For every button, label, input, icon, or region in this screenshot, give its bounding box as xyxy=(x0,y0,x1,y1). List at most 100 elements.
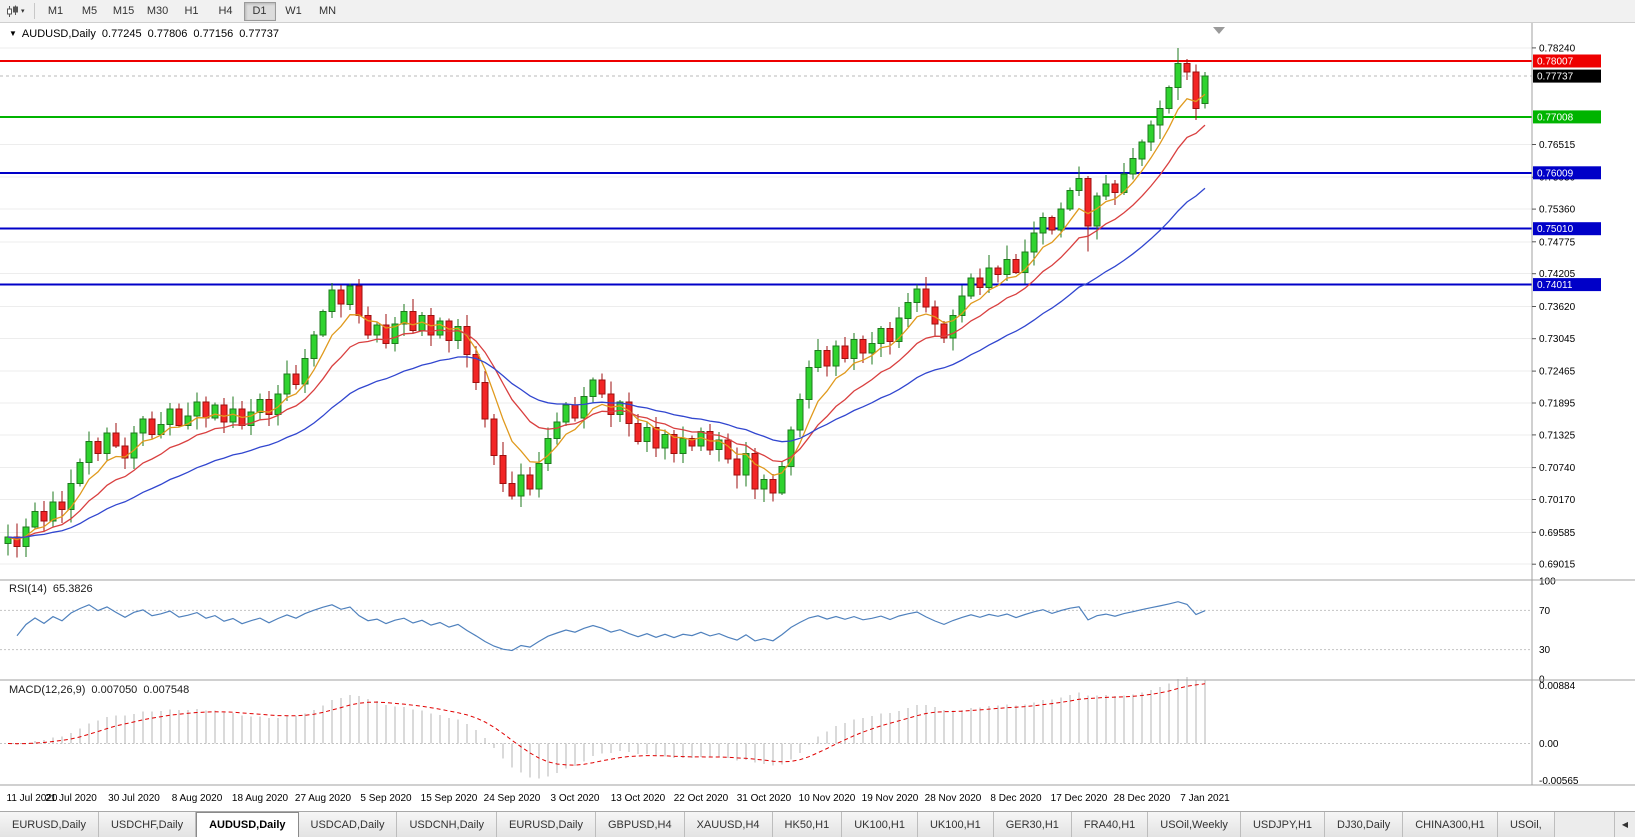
price-level-flag[interactable]: 0.76009 xyxy=(1533,166,1601,180)
candlesticks xyxy=(4,47,1209,558)
svg-text:0.00884: 0.00884 xyxy=(1539,681,1576,692)
timeframe-button-h1[interactable]: H1 xyxy=(184,5,199,17)
svg-text:0.00: 0.00 xyxy=(1539,739,1559,750)
svg-text:24 Sep 2020: 24 Sep 2020 xyxy=(484,793,541,804)
moving-average-lines xyxy=(7,93,1206,541)
tab-scroll-left-icon[interactable]: ◀ xyxy=(1614,812,1635,837)
price-level-flag[interactable]: 0.77008 xyxy=(1533,110,1601,124)
slow-ma-line xyxy=(7,187,1206,539)
toolbar-separator xyxy=(33,3,35,19)
chart-tabs-bar: EURUSD,Daily USDCHF,Daily AUDUSD,Daily USDC… xyxy=(0,811,1635,837)
svg-text:-0.00565: -0.00565 xyxy=(1539,776,1579,787)
svg-text:30 Jul 2020: 30 Jul 2020 xyxy=(108,793,160,804)
svg-text:17 Dec 2020: 17 Dec 2020 xyxy=(1051,793,1108,804)
candlestick-chart-icon xyxy=(7,5,18,17)
svg-text:13 Oct 2020: 13 Oct 2020 xyxy=(611,793,666,804)
svg-text:0.72465: 0.72465 xyxy=(1539,367,1576,378)
svg-text:0.70740: 0.70740 xyxy=(1539,463,1576,474)
chart-tab-usdchf-daily[interactable]: USDCHF,Daily xyxy=(98,812,197,837)
svg-text:0.75360: 0.75360 xyxy=(1539,205,1576,216)
dropdown-caret-icon: ▾ xyxy=(21,8,25,15)
panel-separators[interactable] xyxy=(0,23,1635,786)
timeframe-button-m15[interactable]: M15 xyxy=(112,5,135,17)
quote-close: 0.77737 xyxy=(239,28,279,40)
chart-tab-hk50-h1[interactable]: HK50,H1 xyxy=(772,812,843,837)
quote-high: 0.77806 xyxy=(147,28,188,40)
horizontal-level-lines[interactable] xyxy=(0,60,1532,286)
macd-signal-line xyxy=(7,683,1206,766)
timeframe-button-w1[interactable]: W1 xyxy=(285,5,302,17)
svg-text:28 Dec 2020: 28 Dec 2020 xyxy=(1114,793,1171,804)
chart-tab-fra40-h1[interactable]: FRA40,H1 xyxy=(1071,812,1149,837)
chart-tab-usdjpy-h1[interactable]: USDJPY,H1 xyxy=(1240,812,1326,837)
svg-text:8 Dec 2020: 8 Dec 2020 xyxy=(990,793,1042,804)
svg-text:0.69015: 0.69015 xyxy=(1539,560,1576,571)
chart-tab-usoil[interactable]: USOil, xyxy=(1497,812,1555,837)
macd-panel: 0.00884 0.00 -0.00565 xyxy=(0,676,1579,787)
svg-text:0.77008: 0.77008 xyxy=(1537,112,1574,123)
svg-text:11 Jul 2020: 11 Jul 2020 xyxy=(7,793,58,804)
svg-text:0.73045: 0.73045 xyxy=(1539,334,1576,345)
svg-text:19 Nov 2020: 19 Nov 2020 xyxy=(862,793,919,804)
rsi-name: RSI(14) xyxy=(9,583,47,595)
timeframe-button-m30[interactable]: M30 xyxy=(146,5,169,17)
timeframe-buttons: M1 M5 M15 M30 H1 H4 D1 W1 MN xyxy=(39,1,345,21)
svg-text:0.69585: 0.69585 xyxy=(1539,528,1576,539)
macd-name: MACD(12,26,9) xyxy=(9,684,86,696)
svg-text:0.77737: 0.77737 xyxy=(1537,72,1574,83)
svg-text:27 Aug 2020: 27 Aug 2020 xyxy=(295,793,352,804)
chart-type-button[interactable]: ▾ xyxy=(3,4,28,19)
symbol-period-label: AUDUSD,Daily xyxy=(21,28,96,40)
timeframe-button-h4[interactable]: H4 xyxy=(218,5,233,17)
chart-tab-xauusd-h4[interactable]: XAUUSD,H4 xyxy=(684,812,773,837)
svg-text:30: 30 xyxy=(1539,645,1551,656)
chart-tab-usoil-weekly[interactable]: USOil,Weekly xyxy=(1148,812,1241,837)
chart-title-overlay: ▼ AUDUSD,Daily 0.77245 0.77806 0.77156 0… xyxy=(9,28,279,40)
svg-text:18 Aug 2020: 18 Aug 2020 xyxy=(232,793,289,804)
quote-low: 0.77156 xyxy=(193,28,234,40)
svg-text:0.70170: 0.70170 xyxy=(1539,495,1576,506)
chart-tab-dj30-daily[interactable]: DJ30,Daily xyxy=(1325,812,1404,837)
fast-ma-line xyxy=(7,93,1206,541)
svg-text:5 Sep 2020: 5 Sep 2020 xyxy=(360,793,412,804)
chart-tab-uk100-h1[interactable]: UK100,H1 xyxy=(842,812,918,837)
chart-window[interactable]: 100 70 30 0 0.00884 0.00 -0.00565 11 Jul 2020 2… xyxy=(0,23,1635,811)
chart-tab-usdcad-daily[interactable]: USDCAD,Daily xyxy=(298,812,398,837)
svg-text:0.71895: 0.71895 xyxy=(1539,399,1576,410)
svg-text:0.75010: 0.75010 xyxy=(1537,224,1574,235)
timeframe-button-m5[interactable]: M5 xyxy=(81,5,98,17)
timeframe-button-d1[interactable]: D1 xyxy=(243,1,276,21)
chart-tab-eurusd-daily[interactable]: EURUSD,Daily xyxy=(0,812,99,837)
chart-tab-usdcnh-daily[interactable]: USDCNH,Daily xyxy=(397,812,498,837)
price-level-flag[interactable]: 0.74011 xyxy=(1533,278,1601,292)
timeframe-button-mn[interactable]: MN xyxy=(318,5,337,17)
svg-text:0.76009: 0.76009 xyxy=(1537,168,1574,179)
chart-tab-ger30-h1[interactable]: GER30,H1 xyxy=(993,812,1072,837)
chart-tab-audusd-daily[interactable]: AUDUSD,Daily xyxy=(196,812,299,837)
svg-text:0.78240: 0.78240 xyxy=(1539,43,1576,54)
collapse-triangle-icon[interactable]: ▼ xyxy=(9,29,17,38)
chart-tab-eurusd-daily[interactable]: EURUSD,Daily xyxy=(497,812,596,837)
chart-tab-china300-h1[interactable]: CHINA300,H1 xyxy=(1403,812,1498,837)
chart-tab-gbpusd-h4[interactable]: GBPUSD,H4 xyxy=(596,812,685,837)
timeframe-button-m1[interactable]: M1 xyxy=(47,5,64,17)
price-level-flag[interactable]: 0.78007 xyxy=(1533,54,1601,68)
svg-text:0.74011: 0.74011 xyxy=(1537,280,1573,291)
macd-label: MACD(12,26,9) 0.007050 0.007548 xyxy=(9,684,189,696)
macd-main-value: 0.007050 xyxy=(91,684,138,696)
quote-open: 0.77245 xyxy=(101,28,142,40)
svg-text:31 Oct 2020: 31 Oct 2020 xyxy=(737,793,792,804)
current-price-flag: 0.77737 xyxy=(1533,69,1601,83)
timeframe-toolbar: ▾ M1 M5 M15 M30 H1 H4 D1 W1 MN xyxy=(0,0,1635,23)
svg-text:100: 100 xyxy=(1539,577,1556,588)
price-level-flag[interactable]: 0.75010 xyxy=(1533,222,1601,236)
svg-text:70: 70 xyxy=(1539,606,1551,617)
chart-tab-uk100-h1[interactable]: UK100,H1 xyxy=(917,812,994,837)
medium-ma-line xyxy=(7,124,1206,540)
svg-text:15 Sep 2020: 15 Sep 2020 xyxy=(421,793,478,804)
chart-shift-marker[interactable] xyxy=(1213,27,1225,34)
price-grid xyxy=(0,47,1532,565)
